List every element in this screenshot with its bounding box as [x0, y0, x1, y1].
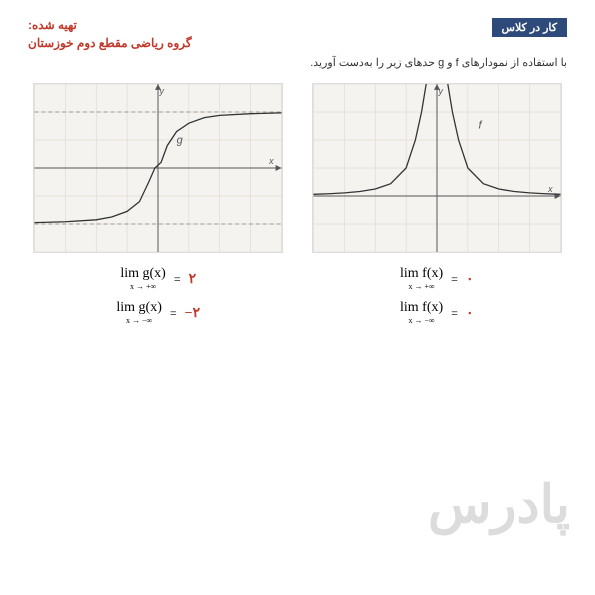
- svg-text:y: y: [437, 86, 443, 96]
- group-label: گروه ریاضی مقطع دوم خوزستان: [28, 36, 192, 50]
- prepared-label: تهیه شده:: [28, 18, 192, 32]
- limit-expr: lim g(x) x → +∞: [120, 267, 166, 291]
- answer: −۲: [185, 305, 201, 322]
- chart-g: y x g: [33, 83, 283, 253]
- limit-expr: lim g(x) x → −∞: [116, 301, 162, 325]
- answer: ۲: [189, 271, 197, 288]
- header-row: کار در کلاس تهیه شده: گروه ریاضی مقطع دو…: [28, 18, 567, 50]
- limit-expr: lim f(x) x → +∞: [400, 267, 443, 291]
- svg-text:x: x: [547, 184, 553, 194]
- svg-text:g: g: [177, 134, 183, 146]
- chart-f-column: yxf lim f(x) x → +∞ = ۰ lim f(x) x → −∞ …: [307, 83, 568, 325]
- limits-g: lim g(x) x → +∞ = ۲ lim g(x) x → −∞ = −۲: [116, 267, 200, 325]
- chart-f: yxf: [312, 83, 562, 253]
- limit-expr: lim f(x) x → −∞: [400, 301, 443, 325]
- svg-text:x: x: [268, 156, 274, 166]
- instruction-text: با استفاده از نمودارهای f و g حدهای زیر …: [28, 56, 567, 69]
- limit-g-plus: lim g(x) x → +∞ = ۲: [120, 267, 196, 291]
- svg-text:y: y: [159, 86, 165, 96]
- answer: ۰: [466, 305, 474, 322]
- section-tag: کار در کلاس: [492, 18, 567, 37]
- limit-f-minus: lim f(x) x → −∞ = ۰: [400, 301, 473, 325]
- limit-f-plus: lim f(x) x → +∞ = ۰: [400, 267, 473, 291]
- charts-row: yxf lim f(x) x → +∞ = ۰ lim f(x) x → −∞ …: [28, 83, 567, 325]
- limits-f: lim f(x) x → +∞ = ۰ lim f(x) x → −∞ = ۰: [400, 267, 473, 325]
- answer: ۰: [466, 271, 474, 288]
- credit-block: تهیه شده: گروه ریاضی مقطع دوم خوزستان: [28, 18, 192, 50]
- page: کار در کلاس تهیه شده: گروه ریاضی مقطع دو…: [0, 0, 595, 595]
- chart-g-column: y x g lim g(x) x → +∞ = ۲ lim g(x) x → −∞ …: [28, 83, 289, 325]
- limit-g-minus: lim g(x) x → −∞ = −۲: [116, 301, 200, 325]
- watermark: پادرس: [428, 475, 570, 535]
